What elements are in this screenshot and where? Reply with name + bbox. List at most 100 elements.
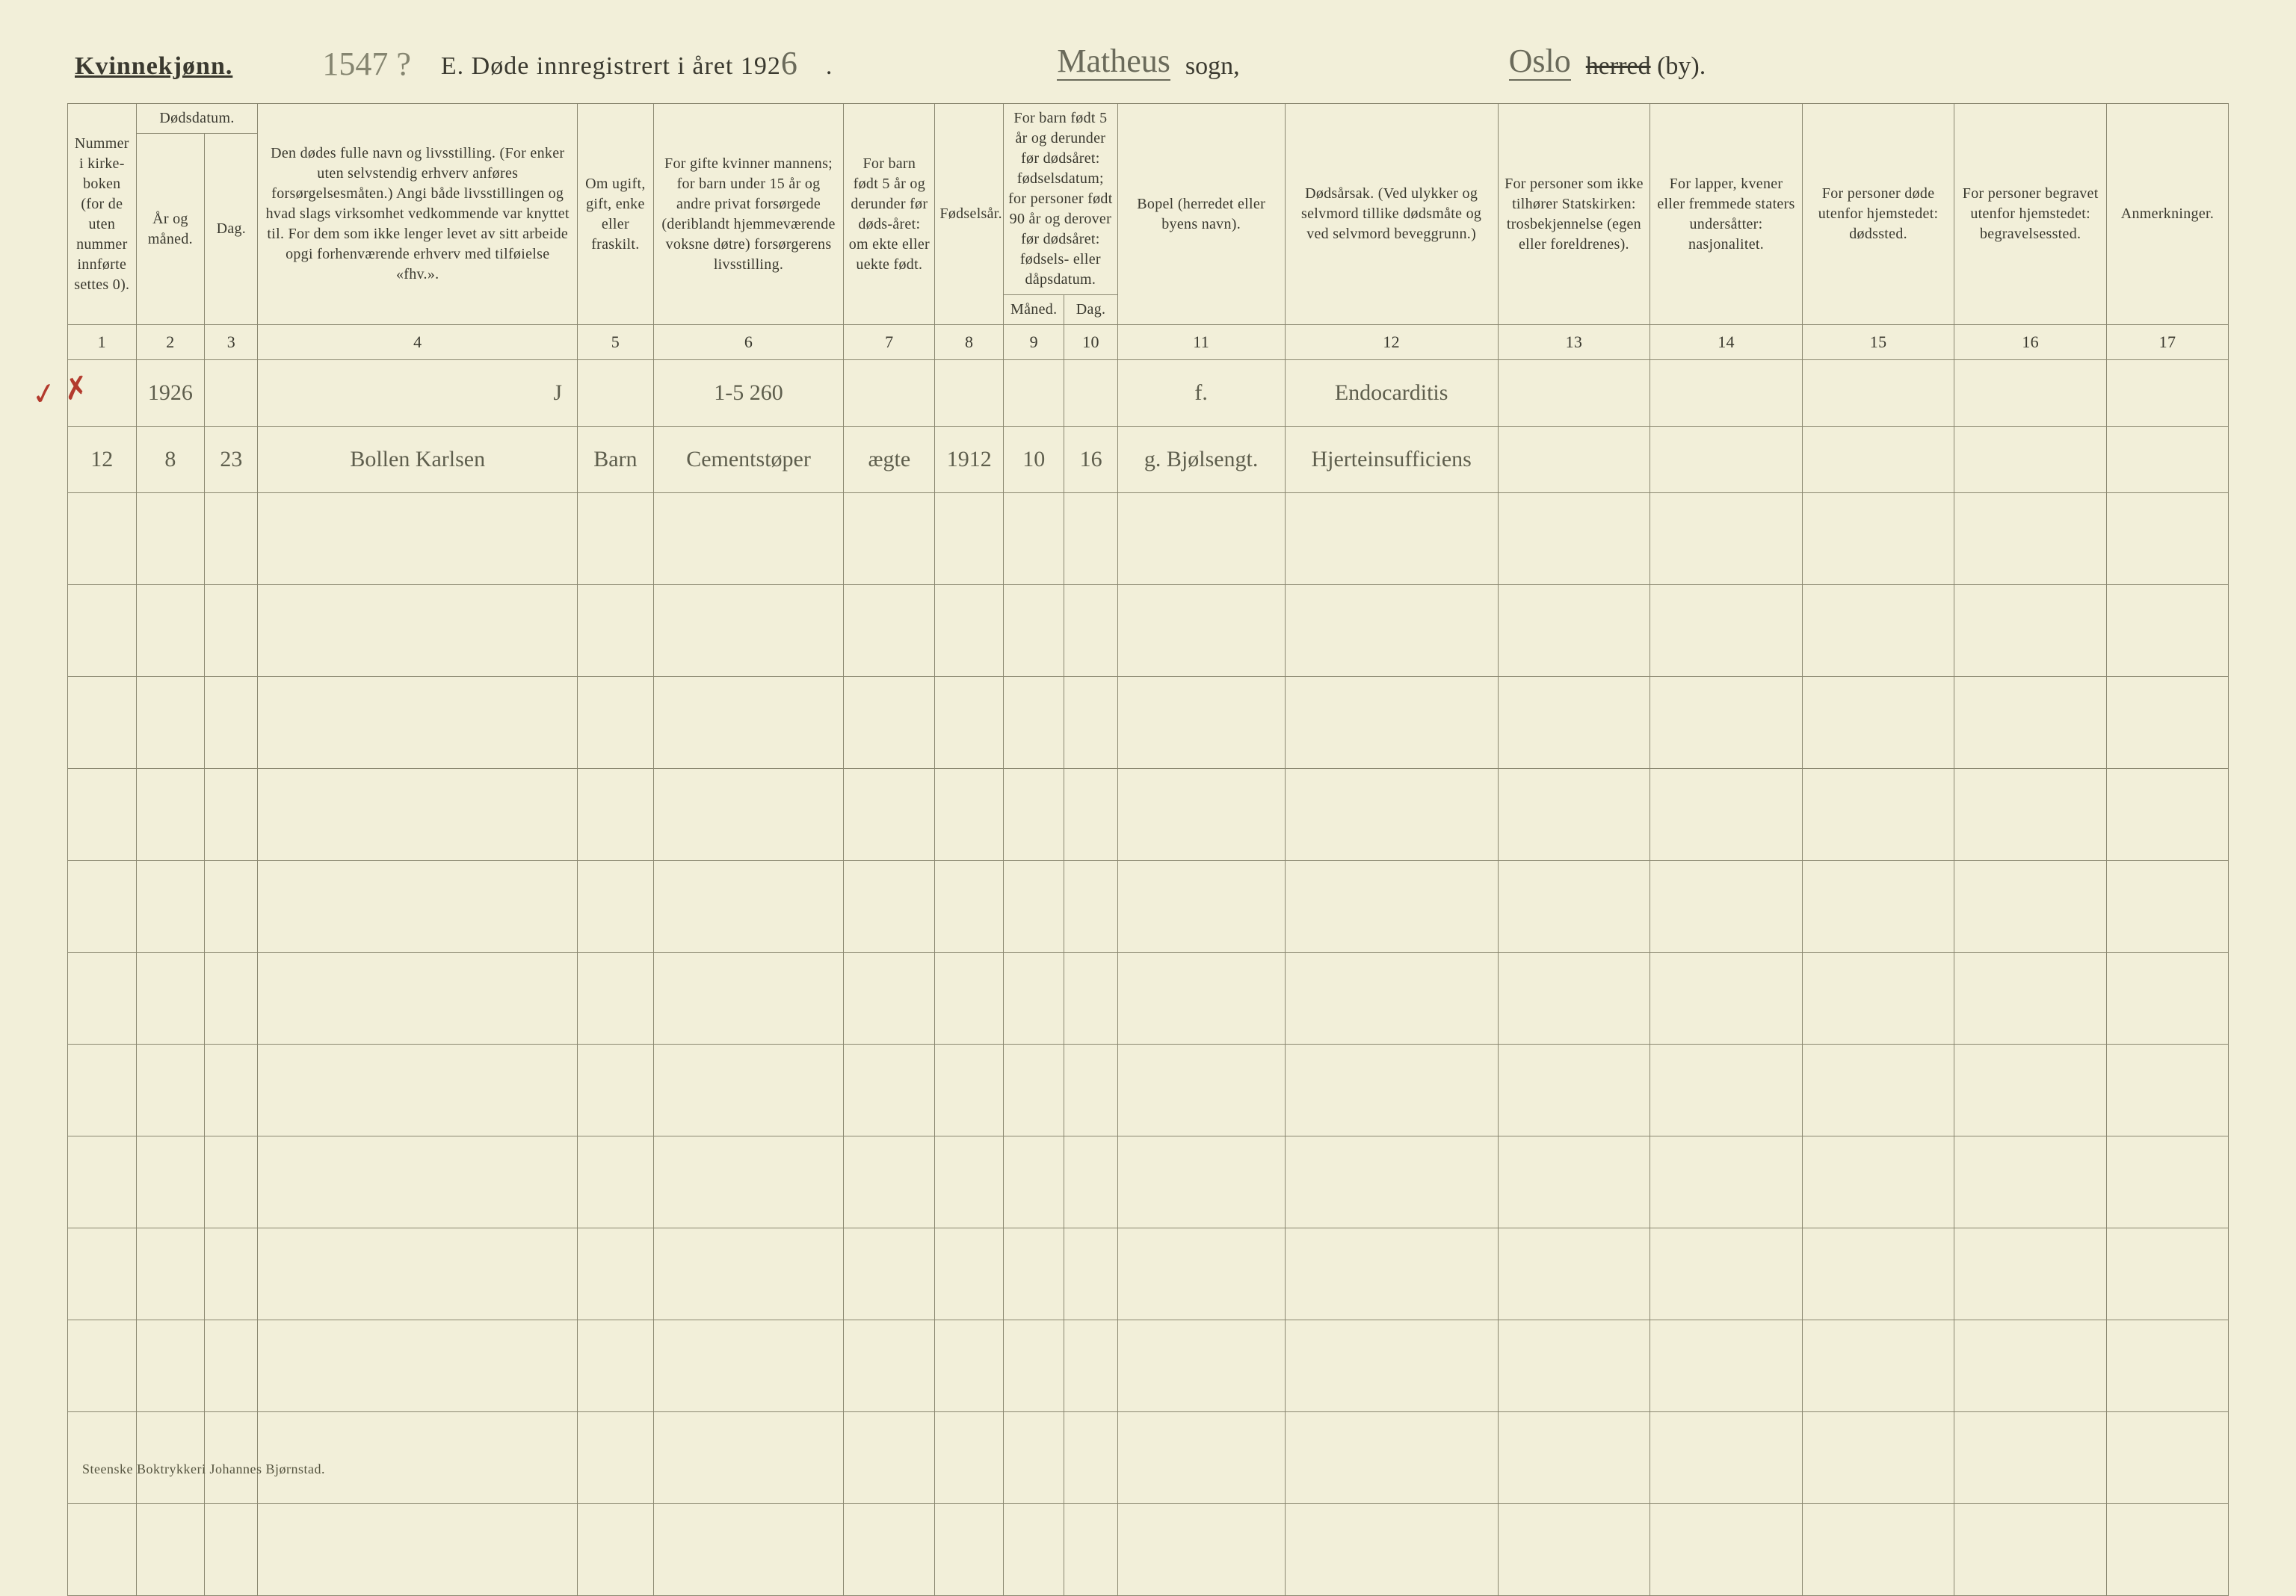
table-cell <box>1117 676 1285 768</box>
table-cell <box>578 768 654 860</box>
table-cell <box>2106 1136 2228 1228</box>
table-cell <box>205 1503 258 1595</box>
table-cell <box>578 359 654 426</box>
table-cell <box>1004 1320 1064 1411</box>
table-cell <box>1064 1044 1117 1136</box>
table-cell <box>935 1320 1004 1411</box>
table-cell <box>653 952 843 1044</box>
table-cell <box>68 860 137 952</box>
table-cell <box>1498 492 1650 584</box>
table-cell <box>1954 1503 2107 1595</box>
table-row <box>68 1136 2229 1228</box>
col-header-4: Den dødes fulle navn og livsstilling. (F… <box>258 104 578 325</box>
table-cell: 1912 <box>935 426 1004 492</box>
table-cell <box>1064 584 1117 676</box>
table-cell <box>1498 1228 1650 1320</box>
table-cell <box>1802 1044 1954 1136</box>
table-cell <box>1285 492 1498 584</box>
colnum-8: 8 <box>935 325 1004 360</box>
table-cell <box>1498 768 1650 860</box>
table-cell <box>205 359 258 426</box>
table-cell <box>1802 1411 1954 1503</box>
table-cell <box>205 492 258 584</box>
col-header-12: Dødsårsak. (Ved ulykker og selvmord till… <box>1285 104 1498 325</box>
title-prefix: E. Døde innregistrert i året 192 <box>441 52 781 80</box>
table-cell <box>1650 1411 1803 1503</box>
colnum-4: 4 <box>258 325 578 360</box>
table-cell <box>1954 676 2107 768</box>
table-cell <box>258 1503 578 1595</box>
table-cell <box>578 1044 654 1136</box>
table-cell <box>935 676 1004 768</box>
table-cell <box>935 584 1004 676</box>
table-cell <box>1802 1136 1954 1228</box>
table-cell <box>844 359 935 426</box>
table-cell <box>578 952 654 1044</box>
table-row <box>68 1411 2229 1503</box>
table-cell <box>2106 584 2228 676</box>
table-cell <box>1954 359 2107 426</box>
gender-label: Kvinnekjønn. <box>75 52 232 81</box>
table-cell <box>136 1136 205 1228</box>
table-cell <box>1285 768 1498 860</box>
table-cell <box>1650 359 1803 426</box>
register-page: ✓ ✗ Kvinnekjønn. 1547 ? E. Døde innregis… <box>0 0 2296 1507</box>
table-cell <box>1117 860 1285 952</box>
table-cell <box>136 584 205 676</box>
table-cell <box>653 860 843 952</box>
herred-strike: herred <box>1586 52 1651 80</box>
table-cell <box>653 1044 843 1136</box>
table-cell <box>844 492 935 584</box>
table-cell <box>844 1411 935 1503</box>
table-cell <box>68 1228 137 1320</box>
colnum-15: 15 <box>1802 325 1954 360</box>
title-year-hand: 6 <box>781 47 826 80</box>
table-cell <box>1117 584 1285 676</box>
table-cell <box>1117 1136 1285 1228</box>
table-cell <box>1498 1044 1650 1136</box>
table-row: 1926 J 1-5 260 f. Endocarditis <box>68 359 2229 426</box>
colnum-11: 11 <box>1117 325 1285 360</box>
col-header-9: Måned. <box>1004 295 1064 325</box>
table-cell <box>258 1228 578 1320</box>
col-header-1: Nummer i kirke-boken (for de uten nummer… <box>68 104 137 325</box>
table-cell <box>258 1320 578 1411</box>
table-cell <box>1954 768 2107 860</box>
table-row <box>68 768 2229 860</box>
table-cell <box>1650 1136 1803 1228</box>
table-cell <box>1285 1228 1498 1320</box>
table-cell <box>1004 768 1064 860</box>
table-cell <box>1954 1320 2107 1411</box>
table-cell <box>136 860 205 952</box>
col-header-11: Bopel (herredet eller byens navn). <box>1117 104 1285 325</box>
herred-block: Oslo herred (by). <box>1509 45 1706 81</box>
table-cell <box>1064 952 1117 1044</box>
table-cell <box>578 1136 654 1228</box>
table-cell <box>2106 359 2228 426</box>
table-cell <box>1954 584 2107 676</box>
page-header: Kvinnekjønn. 1547 ? E. Døde innregistrer… <box>67 45 2229 81</box>
colnum-3: 3 <box>205 325 258 360</box>
table-cell <box>1802 860 1954 952</box>
table-cell <box>1498 1136 1650 1228</box>
table-cell <box>258 492 578 584</box>
table-cell <box>1285 1320 1498 1411</box>
table-cell: 8 <box>136 426 205 492</box>
table-cell <box>1064 492 1117 584</box>
table-cell <box>935 492 1004 584</box>
table-cell <box>1004 1228 1064 1320</box>
sogn-label: sogn, <box>1185 52 1240 81</box>
table-cell <box>2106 1411 2228 1503</box>
col-header-2: År og måned. <box>136 134 205 325</box>
table-cell <box>578 860 654 952</box>
table-cell <box>1802 676 1954 768</box>
table-cell <box>258 1136 578 1228</box>
footer-imprint: Steenske Boktrykkeri Johannes Bjørnstad. <box>82 1462 325 1477</box>
col-header-6: For gifte kvinner mannens; for barn unde… <box>653 104 843 325</box>
table-row <box>68 492 2229 584</box>
table-cell <box>136 768 205 860</box>
table-cell <box>935 952 1004 1044</box>
col-header-dodsdatum: Dødsdatum. <box>136 104 258 134</box>
table-cell <box>68 768 137 860</box>
table-cell <box>1650 426 1803 492</box>
